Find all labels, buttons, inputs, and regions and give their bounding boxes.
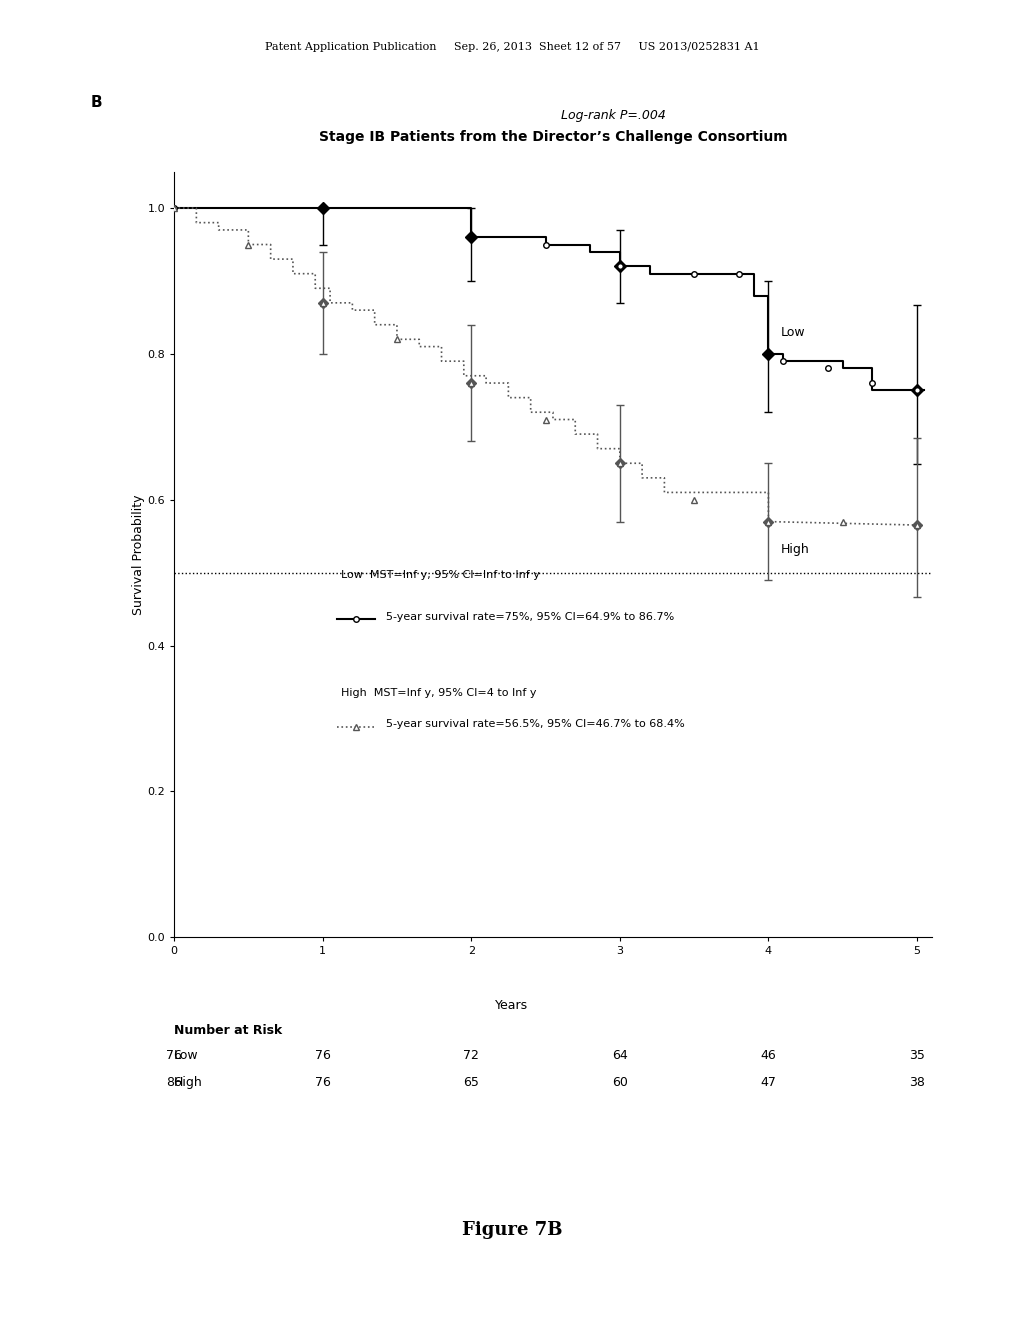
Text: 76: 76 [166,1049,182,1063]
Text: 86: 86 [166,1076,182,1089]
Text: High: High [780,544,809,557]
Text: B: B [91,95,102,110]
Text: 72: 72 [463,1049,479,1063]
Text: 38: 38 [909,1076,925,1089]
Title: Stage IB Patients from the Director’s Challenge Consortium: Stage IB Patients from the Director’s Ch… [318,131,787,144]
Text: Patent Application Publication     Sep. 26, 2013  Sheet 12 of 57     US 2013/025: Patent Application Publication Sep. 26, … [264,42,760,53]
Text: High  MST=Inf y, 95% CI=4 to Inf y: High MST=Inf y, 95% CI=4 to Inf y [341,689,537,698]
Text: 5-year survival rate=75%, 95% CI=64.9% to 86.7%: 5-year survival rate=75%, 95% CI=64.9% t… [386,612,675,622]
Text: 5-year survival rate=56.5%, 95% CI=46.7% to 68.4%: 5-year survival rate=56.5%, 95% CI=46.7%… [386,719,685,729]
Text: 60: 60 [612,1076,628,1089]
Text: Low: Low [780,326,805,339]
Text: Low  MST=Inf y, 95% CI=Inf to Inf y: Low MST=Inf y, 95% CI=Inf to Inf y [341,570,540,579]
Text: 47: 47 [761,1076,776,1089]
Text: 65: 65 [463,1076,479,1089]
Text: Number at Risk: Number at Risk [174,1024,283,1038]
Text: 76: 76 [314,1076,331,1089]
Text: 35: 35 [909,1049,925,1063]
Y-axis label: Survival Probability: Survival Probability [131,494,144,615]
Text: Years: Years [496,999,528,1012]
Text: 64: 64 [612,1049,628,1063]
Text: High: High [174,1076,203,1089]
Text: 46: 46 [761,1049,776,1063]
Text: Low: Low [174,1049,199,1063]
Text: Figure 7B: Figure 7B [462,1221,562,1239]
Text: Log-rank P=.004: Log-rank P=.004 [561,108,666,121]
Text: 76: 76 [314,1049,331,1063]
